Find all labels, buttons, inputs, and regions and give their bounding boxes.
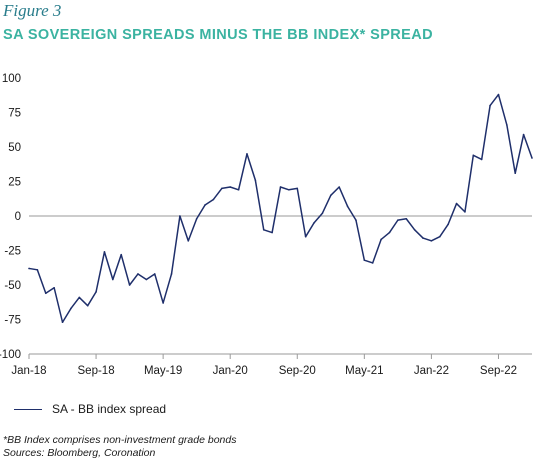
series-line-sa-bb <box>28 93 533 324</box>
footnote: *BB Index comprises non-investment grade… <box>3 434 236 460</box>
data-point <box>262 229 265 231</box>
data-point <box>514 172 517 175</box>
data-point <box>120 253 123 256</box>
data-point <box>145 278 148 281</box>
footnote-text: *BB Index comprises non-investment grade… <box>3 434 237 446</box>
data-point <box>279 186 282 188</box>
data-point <box>464 211 466 213</box>
data-point <box>288 188 290 191</box>
data-point <box>380 238 382 241</box>
data-point <box>86 304 89 307</box>
data-point <box>170 273 173 275</box>
data-point <box>153 273 156 275</box>
data-point <box>137 273 139 275</box>
data-point <box>28 267 30 270</box>
data-point <box>489 104 491 107</box>
data-point <box>405 217 408 220</box>
y-tick-label: 0 <box>15 211 21 223</box>
x-tick-label: May-19 <box>144 365 182 377</box>
data-point <box>472 154 475 157</box>
data-point <box>397 219 399 221</box>
data-point <box>70 307 72 310</box>
data-point <box>246 153 248 155</box>
data-point <box>95 291 97 293</box>
data-point <box>44 292 47 295</box>
sources-text: Sources: Bloomberg, Coronation <box>3 447 156 459</box>
data-point <box>187 240 190 242</box>
data-point <box>430 240 433 242</box>
data-point <box>229 186 231 188</box>
data-point <box>363 259 366 261</box>
data-point <box>531 157 533 159</box>
data-point <box>78 296 81 299</box>
y-tick-label: 50 <box>8 142 21 154</box>
data-point <box>162 302 164 304</box>
data-point <box>447 223 449 226</box>
data-point <box>338 186 340 188</box>
y-tick-label: 75 <box>8 108 21 120</box>
figure-label: Figure 3 <box>3 1 62 20</box>
x-tick-label: Sep-22 <box>480 365 517 377</box>
data-point <box>212 198 215 201</box>
data-point <box>254 179 257 181</box>
x-tick-label: May-21 <box>345 365 383 377</box>
data-point <box>61 321 64 324</box>
data-point <box>455 202 458 205</box>
data-point <box>355 219 357 221</box>
x-tick-label: Jan-22 <box>414 365 449 377</box>
data-point <box>313 222 315 224</box>
data-point <box>321 212 324 215</box>
y-tick-label: 100 <box>2 73 21 85</box>
data-point <box>204 204 206 206</box>
data-point <box>522 133 525 136</box>
y-tick-label: -50 <box>4 280 21 292</box>
data-point <box>388 231 391 234</box>
data-point <box>480 158 483 161</box>
data-point <box>195 217 198 220</box>
data-point <box>221 187 223 190</box>
legend: SA - BB index spread <box>14 402 166 416</box>
legend-swatch <box>14 408 42 410</box>
legend-label: SA - BB index spread <box>52 402 167 416</box>
y-tick-label: 25 <box>8 177 21 189</box>
data-point <box>128 284 131 286</box>
line-chart: 100 75 50 25 0 -25 -50 -75 -100 Jan-18 Sep-18 May-… <box>0 73 533 377</box>
data-point <box>112 278 114 281</box>
chart-title: SA SOVEREIGN SPREADS MINUS THE BB INDEX*… <box>3 27 433 43</box>
data-point <box>237 188 240 191</box>
y-tick-label: -75 <box>4 315 21 327</box>
data-point <box>371 262 374 264</box>
data-point <box>497 93 500 96</box>
data-point <box>346 205 349 208</box>
data-point <box>53 286 55 289</box>
data-point <box>438 235 441 238</box>
data-point <box>422 237 424 239</box>
data-point <box>330 194 332 197</box>
data-point <box>413 229 416 231</box>
x-tick-label: Sep-20 <box>279 365 316 377</box>
y-tick-label: -100 <box>0 349 21 361</box>
data-point <box>36 269 39 271</box>
x-tick-label: Sep-18 <box>78 365 115 377</box>
data-point <box>506 124 508 126</box>
data-point <box>103 251 106 253</box>
data-point <box>296 187 299 190</box>
y-tick-label: -25 <box>4 246 21 258</box>
x-tick-label: Jan-20 <box>213 365 248 377</box>
data-point <box>304 235 307 238</box>
data-point <box>271 231 273 234</box>
data-point <box>179 215 181 217</box>
x-tick-label: Jan-18 <box>11 365 46 377</box>
